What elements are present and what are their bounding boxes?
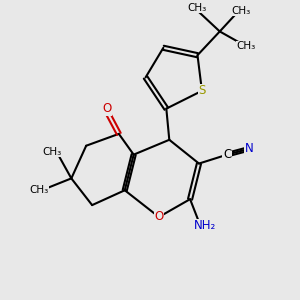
Text: CH₃: CH₃: [237, 41, 256, 51]
Text: CH₃: CH₃: [188, 3, 207, 13]
Text: S: S: [198, 84, 206, 97]
Text: C: C: [223, 148, 231, 161]
Text: CH₃: CH₃: [29, 185, 48, 195]
Text: CH₃: CH₃: [42, 147, 62, 157]
Text: CH₃: CH₃: [231, 6, 250, 16]
Text: N: N: [245, 142, 254, 155]
Text: NH₂: NH₂: [194, 219, 216, 232]
Text: O: O: [102, 102, 112, 115]
Text: O: O: [154, 211, 164, 224]
